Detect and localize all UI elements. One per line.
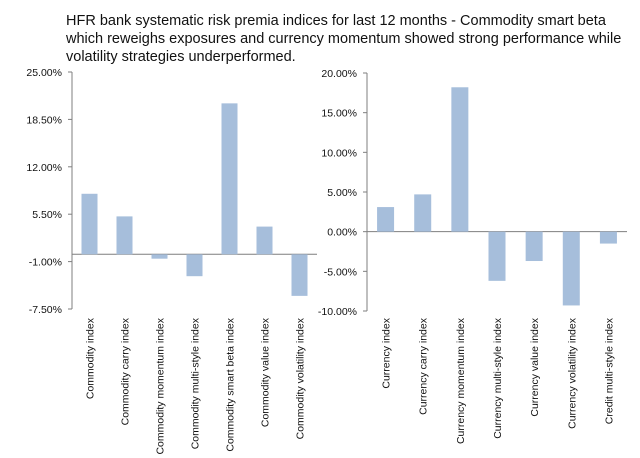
bar <box>525 231 543 262</box>
bar <box>291 254 308 296</box>
y-tick-label: 5.50% <box>32 209 62 221</box>
bar <box>562 231 580 306</box>
y-tick-label: 15.00% <box>321 108 357 120</box>
y-tick-label: 25.00% <box>26 67 62 79</box>
category-label: Commodity multi-style index <box>190 317 202 449</box>
y-tick-label: -7.50% <box>29 304 62 316</box>
y-tick-label: 10.00% <box>321 147 357 159</box>
bar <box>221 103 238 255</box>
category-label: Commodity index <box>85 317 97 399</box>
bar <box>414 194 432 232</box>
y-tick-label: -10.00% <box>318 306 357 318</box>
bar <box>451 87 469 232</box>
bar <box>377 207 395 232</box>
y-tick-label: 0.00% <box>327 227 357 239</box>
y-tick-label: 20.00% <box>321 68 357 80</box>
bar <box>599 231 617 244</box>
category-label: Commodity momentum index <box>155 317 167 454</box>
category-label: Currency momentum index <box>455 317 467 444</box>
bar <box>488 231 506 281</box>
bar <box>81 193 98 255</box>
bar <box>151 254 168 259</box>
category-label: Commodity smart beta index <box>225 317 237 451</box>
chart-commodity: 25.00% 18.50% 12.00% 5.50% -1.00% -7.50% Commo… <box>26 67 317 455</box>
y-tick-label: 5.00% <box>327 187 357 199</box>
bar <box>116 216 133 255</box>
y-tick-label: -5.00% <box>324 266 357 278</box>
bar <box>256 226 273 255</box>
chart-currency: 20.00% 15.00% 10.00% 5.00% 0.00% -5.00% -10.00… <box>318 68 627 444</box>
category-label: Commodity value index <box>260 317 272 427</box>
category-label: Currency index <box>381 317 393 388</box>
category-label: Credit multi-style index <box>603 317 615 424</box>
category-label: Currency carry index <box>418 317 430 415</box>
chart-title: HFR bank systematic risk premia indices … <box>66 13 622 65</box>
category-label: Currency value index <box>529 317 541 416</box>
y-tick-label: -1.00% <box>29 257 62 269</box>
bar <box>186 254 203 277</box>
y-tick-label: 18.50% <box>26 114 62 126</box>
category-label: Commodity volatility index <box>295 317 307 439</box>
category-label: Currency multi-style index <box>492 317 504 439</box>
category-label: Currency volatility index <box>566 317 578 429</box>
y-tick-label: 12.00% <box>26 162 62 174</box>
category-label: Commodity carry index <box>120 317 132 425</box>
